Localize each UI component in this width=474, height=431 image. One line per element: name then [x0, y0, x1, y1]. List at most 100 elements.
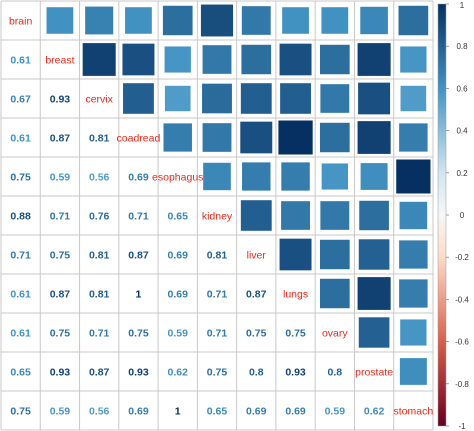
correlation-value-prostate-brain: 0.65: [10, 367, 31, 379]
variable-label-lungs: lungs: [283, 289, 308, 301]
correlation-value-breast-brain: 0.61: [10, 55, 31, 67]
variable-label-breast: breast: [45, 55, 74, 67]
correlation-square-brain-coadread: [125, 7, 152, 34]
correlation-value-ovary-lungs: 0.75: [285, 328, 306, 340]
correlation-square-esophagus-lungs: [281, 162, 310, 191]
correlation-value-coadread-cervix: 0.81: [89, 133, 110, 145]
correlation-square-breast-kidney: [202, 45, 232, 74]
correlation-square-breast-stomach: [400, 46, 427, 73]
correlation-square-breast-liver: [241, 44, 272, 75]
correlation-value-liver-cervix: 0.81: [89, 250, 110, 262]
correlation-square-cervix-stomach: [400, 85, 427, 112]
correlation-value-prostate-cervix: 0.87: [89, 367, 110, 379]
grid-lines: [0, 0, 434, 431]
colorbar-tick-label: 0: [460, 211, 465, 220]
colorbar-tick-label: 0.6: [456, 84, 468, 93]
colorbar-tick-label: -1: [458, 422, 466, 431]
correlation-square-breast-lungs: [279, 43, 312, 76]
correlation-square-esophagus-ovary: [321, 163, 348, 190]
colorbar-tick-label: -0.6: [455, 338, 469, 347]
correlation-square-cervix-liver: [240, 83, 272, 114]
correlation-value-stomach-breast: 0.59: [50, 406, 71, 418]
variable-label-prostate: prostate: [355, 367, 393, 379]
correlation-value-coadread-breast: 0.87: [50, 133, 71, 145]
variable-label-coadread: coadread: [117, 133, 161, 145]
correlation-value-liver-brain: 0.71: [10, 250, 31, 262]
correlation-square-esophagus-prostate: [360, 163, 388, 190]
correlation-square-coadread-ovary: [319, 122, 350, 153]
correlation-value-lungs-esophagus: 0.69: [168, 289, 189, 301]
correlation-square-liver-ovary: [319, 239, 350, 270]
correlation-square-breast-ovary: [319, 44, 350, 75]
correlation-value-kidney-cervix: 0.76: [89, 211, 110, 223]
correlation-square-coadread-liver: [240, 121, 273, 154]
correlation-value-liver-esophagus: 0.69: [168, 250, 189, 262]
correlation-square-ovary-prostate: [358, 317, 390, 348]
correlation-value-stomach-brain: 0.75: [10, 406, 31, 418]
correlation-square-coadread-esophagus: [163, 123, 192, 152]
correlation-square-cervix-esophagus: [164, 85, 191, 112]
correlation-square-kidney-lungs: [281, 201, 310, 230]
correlation-square-coadread-prostate: [357, 121, 391, 154]
correlation-value-lungs-cervix: 0.81: [89, 289, 110, 301]
correlation-value-ovary-coadread: 0.75: [128, 328, 149, 340]
correlation-value-liver-breast: 0.75: [50, 250, 71, 262]
variable-label-kidney: kidney: [202, 211, 233, 223]
correlation-value-ovary-breast: 0.75: [50, 328, 71, 340]
correlation-value-liver-coadread: 0.87: [128, 250, 149, 262]
correlation-value-esophagus-brain: 0.75: [10, 172, 31, 184]
correlation-square-coadread-kidney: [202, 123, 232, 152]
variable-label-brain: brain: [9, 16, 33, 28]
correlation-square-brain-prostate: [360, 6, 388, 35]
correlation-value-stomach-esophagus: 1: [175, 406, 181, 418]
correlation-square-brain-cervix: [85, 6, 114, 35]
correlation-square-brain-stomach: [398, 5, 429, 36]
correlation-square-breast-prostate: [357, 43, 391, 76]
correlation-value-prostate-lungs: 0.93: [285, 367, 306, 379]
correlation-value-lungs-breast: 0.87: [50, 289, 71, 301]
variable-label-liver: liver: [247, 250, 267, 262]
correlation-square-brain-breast: [46, 7, 74, 34]
correlation-square-ovary-stomach: [400, 319, 427, 346]
correlation-square-liver-lungs: [279, 238, 312, 271]
correlation-value-lungs-brain: 0.61: [10, 289, 31, 301]
variable-label-esophagus: esophagus: [152, 172, 203, 184]
correlation-square-lungs-prostate: [357, 277, 391, 310]
correlation-square-breast-cervix: [82, 43, 116, 76]
correlation-value-lungs-coadread: 1: [136, 289, 142, 301]
correlation-square-kidney-ovary: [320, 201, 350, 230]
correlation-value-ovary-esophagus: 0.59: [168, 328, 189, 340]
correlation-value-esophagus-coadread: 0.69: [128, 172, 149, 184]
correlation-square-prostate-stomach: [399, 358, 427, 385]
correlation-square-kidney-liver: [240, 200, 272, 231]
correlation-value-prostate-liver: 0.8: [249, 367, 264, 379]
variable-label-ovary: ovary: [322, 328, 348, 340]
correlation-value-ovary-brain: 0.61: [10, 328, 31, 340]
correlation-value-prostate-esophagus: 0.62: [168, 367, 189, 379]
correlation-square-brain-liver: [241, 6, 271, 35]
colorbar-tick-label: 0.4: [456, 127, 468, 136]
colorbar-tick-label: -0.4: [455, 295, 469, 304]
correlation-square-cervix-ovary: [320, 84, 350, 113]
correlation-square-cervix-lungs: [280, 83, 311, 114]
colorbar-tick-label: -0.8: [455, 380, 469, 389]
correlation-square-lungs-ovary: [319, 278, 350, 309]
colorbar-tick-label: 0.8: [456, 42, 468, 51]
correlation-square-kidney-stomach: [399, 201, 428, 230]
correlation-value-prostate-kidney: 0.75: [207, 367, 228, 379]
correlation-square-liver-stomach: [399, 240, 428, 269]
correlation-value-stomach-ovary: 0.59: [325, 406, 346, 418]
correlation-value-lungs-kidney: 0.71: [207, 289, 228, 301]
correlation-square-esophagus-stomach: [396, 159, 431, 194]
correlation-value-esophagus-breast: 0.59: [50, 172, 71, 184]
correlation-value-esophagus-cervix: 0.56: [89, 172, 110, 184]
correlation-square-lungs-stomach: [399, 279, 428, 308]
correlation-value-lungs-liver: 0.87: [246, 289, 267, 301]
correlation-square-breast-esophagus: [164, 46, 191, 73]
correlation-square-brain-ovary: [321, 7, 349, 34]
colorbar-tick-label: -0.2: [455, 253, 469, 262]
correlation-value-cervix-breast: 0.93: [50, 94, 71, 106]
correlation-square-breast-coadread: [122, 43, 155, 76]
correlation-value-ovary-kidney: 0.71: [207, 328, 228, 340]
